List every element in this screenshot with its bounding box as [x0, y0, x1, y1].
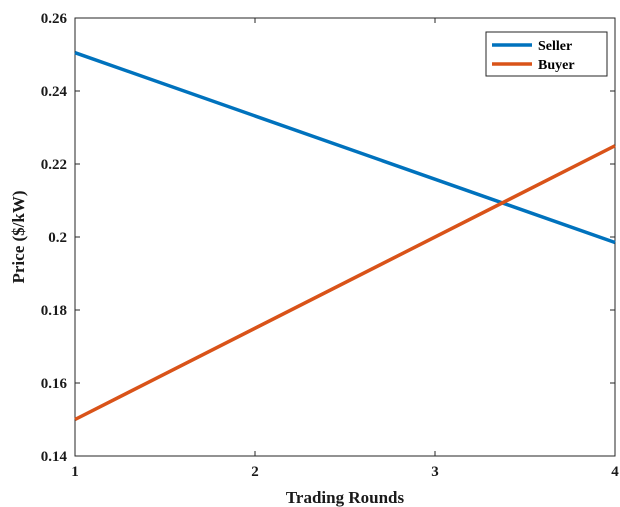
series-lines	[74, 51, 616, 422]
plot-area: 0.14 0.16 0.18 0.2 0.22 0.24 0.26 1 2 3 4	[41, 11, 620, 480]
legend-label-seller: Seller	[538, 39, 572, 54]
y-tick-label: 0.14	[41, 449, 68, 465]
legend: Seller Buyer	[485, 31, 608, 77]
series-line-seller	[74, 51, 616, 245]
y-axis-ticks: 0.14 0.16 0.18 0.2 0.22 0.24 0.26	[41, 11, 615, 465]
x-axis-label: Trading Rounds	[286, 488, 405, 507]
y-axis-label: Price ($/kW)	[9, 191, 28, 284]
x-tick-label: 2	[251, 464, 259, 480]
y-tick-label: 0.24	[41, 84, 68, 100]
legend-box	[485, 31, 608, 77]
y-tick-label: 0.18	[41, 303, 67, 319]
x-tick-label: 1	[71, 464, 79, 480]
y-tick-label: 0.22	[41, 157, 67, 173]
plot-frame	[74, 17, 616, 457]
y-tick-label: 0.16	[41, 376, 68, 392]
x-tick-label: 3	[431, 464, 439, 480]
y-tick-label: 0.26	[41, 11, 68, 27]
x-axis-ticks: 1 2 3 4	[71, 18, 619, 480]
y-tick-label: 0.2	[48, 230, 67, 246]
series-line-buyer	[74, 144, 616, 422]
x-tick-label: 4	[611, 464, 619, 480]
legend-label-buyer: Buyer	[538, 58, 575, 73]
